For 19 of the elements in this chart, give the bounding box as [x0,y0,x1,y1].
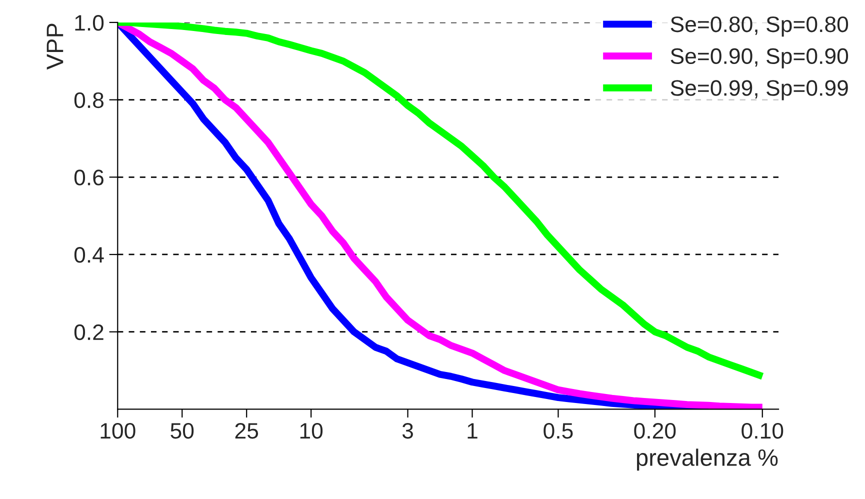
y-tick-label: 0.6 [74,170,104,186]
y-tick-label: 1.0 [75,14,104,31]
x-tick-label: 3 [402,422,413,439]
x-tick-label: 0.10 [742,422,784,439]
legend-label: Se=0.99, Sp=0.99 [670,80,848,100]
y-tick-label: 0.8 [74,92,104,108]
x-tick-label: 1 [468,423,478,438]
x-tick-label: 100 [100,422,136,439]
legend-label: Se=0.80, Sp=0.80 [670,16,848,37]
y-tick-label: 0.4 [74,247,104,263]
x-axis-title: prevalenza % [636,448,778,471]
y-tick-label: 0.2 [74,324,104,340]
legend-label: Se=0.90, Sp=0.90 [670,48,848,68]
x-tick-label: 10 [300,422,323,439]
x-tick-label: 50 [170,422,194,439]
x-tick-label: 0.20 [634,422,676,439]
x-tick-label: 25 [235,422,258,439]
y-axis-title: VPP [46,24,64,70]
x-tick-label: 0.5 [544,422,573,439]
